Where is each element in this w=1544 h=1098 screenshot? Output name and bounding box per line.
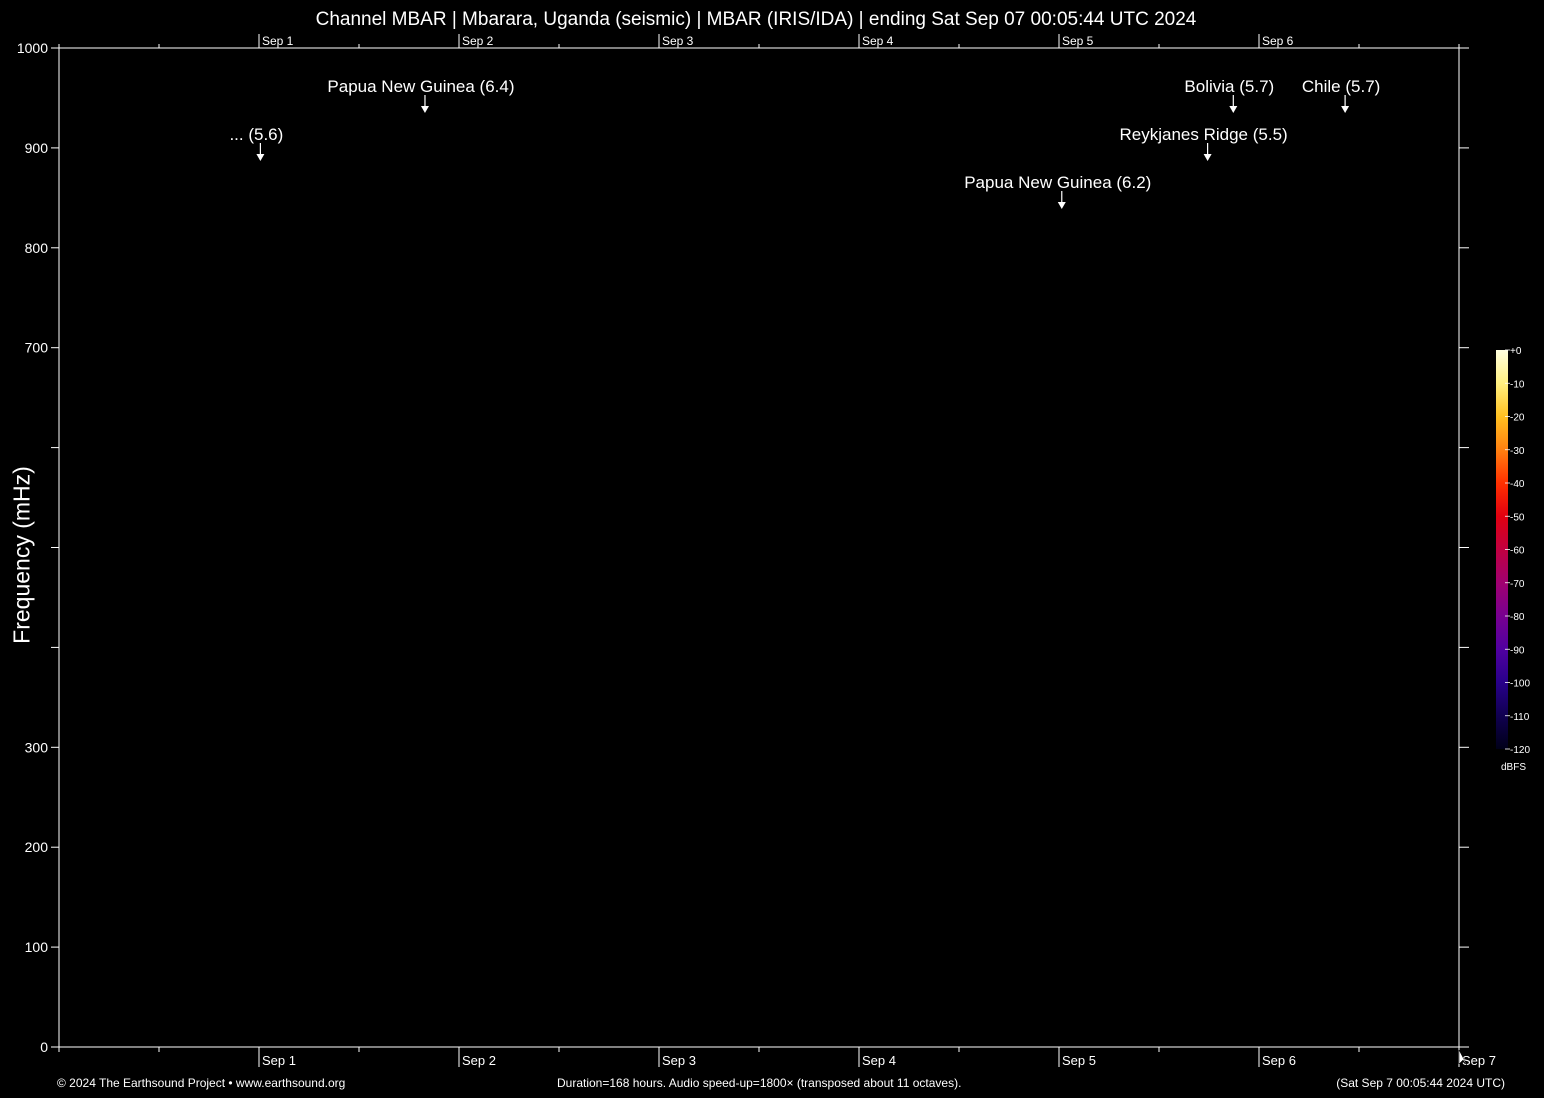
y-tick-label: 900 <box>25 140 49 156</box>
y-tick-label: 0 <box>40 1039 48 1055</box>
colorbar-tick-label: -110 <box>1510 712 1530 723</box>
event-arrow-head <box>1341 106 1350 113</box>
x-tick-label: Sep 5 <box>1062 1053 1096 1068</box>
colorbar-tick-label: -70 <box>1510 579 1525 590</box>
x-tick-label: Sep 6 <box>1262 1053 1296 1068</box>
event-arrow-head <box>1203 154 1212 161</box>
event-label: Papua New Guinea (6.4) <box>327 77 514 96</box>
x-tick-label: Sep 3 <box>662 1053 696 1068</box>
x-tick-label: Sep 7 <box>1462 1053 1496 1068</box>
colorbar-unit-label: dBFS <box>1501 762 1527 773</box>
y-axis-label: Frequency (mHz) <box>8 466 35 644</box>
event-arrow-head <box>1057 202 1066 209</box>
event-arrow-head <box>420 106 429 113</box>
x-tick-label-top: Sep 5 <box>1062 34 1094 48</box>
event-label: Papua New Guinea (6.2) <box>964 173 1151 192</box>
event-label: Reykjanes Ridge (5.5) <box>1120 125 1288 144</box>
colorbar-tick-label: -60 <box>1510 546 1525 557</box>
y-tick-label: 100 <box>25 939 49 955</box>
y-tick-label: 200 <box>25 839 49 855</box>
colorbar-tick-label: -40 <box>1510 479 1525 490</box>
cursor-icon <box>1458 1049 1469 1068</box>
x-tick-label-top: Sep 4 <box>862 34 894 48</box>
colorbar-tick-label: -10 <box>1510 379 1525 390</box>
x-tick-label: Sep 2 <box>462 1053 496 1068</box>
y-tick-label: 800 <box>25 240 49 256</box>
x-tick-label-top: Sep 1 <box>262 34 294 48</box>
colorbar-tick-label: -90 <box>1510 645 1525 656</box>
x-tick-label-top: Sep 2 <box>462 34 494 48</box>
y-tick-label: 300 <box>25 739 49 755</box>
end-time-text: (Sat Sep 7 00:05:44 2024 UTC) <box>1336 1076 1505 1090</box>
colorbar-tick-label: -80 <box>1510 612 1525 623</box>
duration-text: Duration=168 hours. Audio speed-up=1800×… <box>557 1076 962 1090</box>
plot-area <box>59 48 1459 1047</box>
x-tick-label: Sep 4 <box>862 1053 896 1068</box>
colorbar-tick-label: -20 <box>1510 413 1525 424</box>
colorbar-tick-label: -50 <box>1510 512 1525 523</box>
event-label: Bolivia (5.7) <box>1184 77 1274 96</box>
event-label: ... (5.6) <box>229 125 283 144</box>
colorbar-tick-label: +0 <box>1510 346 1522 357</box>
event-arrow-head <box>1229 106 1238 113</box>
colorbar-tick-label: -30 <box>1510 446 1525 457</box>
event-label: Chile (5.7) <box>1302 77 1380 96</box>
colorbar-tick-label: -120 <box>1510 745 1530 756</box>
x-tick-label-top: Sep 3 <box>662 34 694 48</box>
y-tick-label: 1000 <box>17 40 48 56</box>
x-tick-label-top: Sep 6 <box>1262 34 1294 48</box>
x-tick-label: Sep 1 <box>262 1053 296 1068</box>
chart-title: Channel MBAR | Mbarara, Uganda (seismic)… <box>315 9 1197 30</box>
event-arrow-head <box>256 154 265 161</box>
copyright-text: © 2024 The Earthsound Project • www.eart… <box>57 1076 346 1090</box>
colorbar-tick-label: -100 <box>1510 679 1530 690</box>
y-tick-label: 700 <box>25 340 49 356</box>
